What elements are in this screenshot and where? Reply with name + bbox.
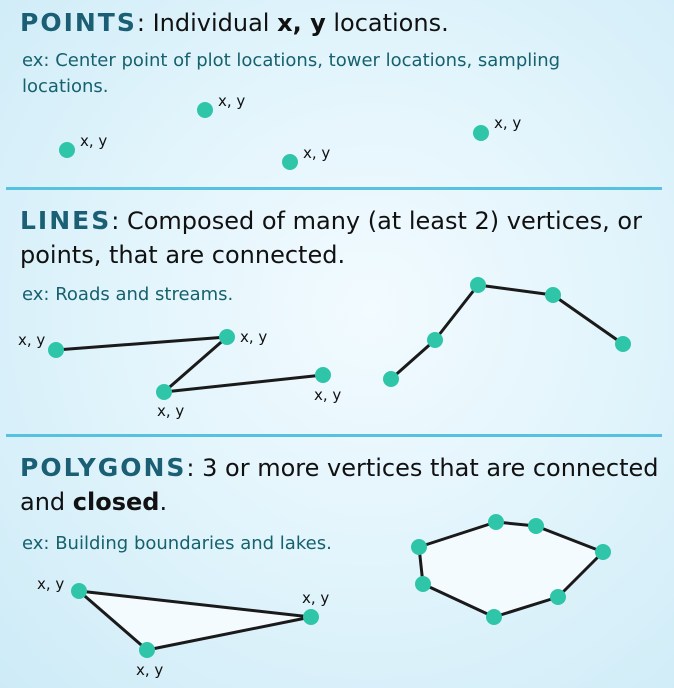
polygons-separator: :	[186, 454, 203, 482]
line-2-vertex-5	[615, 336, 631, 352]
line-1-vertex-2-label: x, y	[240, 328, 267, 346]
lines-section: LINES: Composed of many (at least 2) ver…	[0, 190, 674, 435]
polygon-2-vertex-1	[411, 539, 427, 555]
polygons-desc-bold: closed	[72, 488, 160, 516]
polygon-1-vertex-2-label: x, y	[302, 589, 329, 607]
polygon-2-vertex-5	[550, 589, 566, 605]
polygon-2-vertex-3	[528, 518, 544, 534]
lines-keyword: LINES	[20, 206, 112, 235]
polygons-example: ex: Building boundaries and lakes.	[22, 533, 332, 554]
line-2-vertex-1	[383, 371, 399, 387]
polygons-diagram: x, y x, y x, y	[37, 514, 611, 679]
polygon-2-vertex-2	[488, 514, 504, 530]
lines-heading: LINES: Composed of many (at least 2) ver…	[20, 204, 670, 272]
points-example: ex: Center point of plot locations, towe…	[22, 50, 561, 97]
line-2-path	[390, 283, 624, 381]
point-4	[473, 125, 489, 141]
line-1-vertex-1-label: x, y	[18, 331, 45, 349]
section-divider-2	[6, 434, 662, 437]
points-desc-comma: ,	[292, 9, 311, 37]
line-1-vertex-1	[48, 342, 64, 358]
points-heading: POINTS: Individual x, y locations.	[20, 6, 670, 40]
line-1-vertex-4-label: x, y	[314, 386, 341, 404]
line-1-vertex-4	[315, 367, 331, 383]
points-desc-x: x	[277, 9, 293, 37]
points-desc-part1: Individual	[152, 9, 278, 37]
lines-example: ex: Roads and streams.	[22, 284, 234, 305]
polygons-section: POLYGONS: 3 or more vertices that are co…	[0, 437, 674, 688]
points-diagram: x, y x, y x, y x, y	[59, 92, 521, 170]
points-keyword: POINTS	[20, 8, 137, 37]
line-1-path	[55, 335, 324, 394]
polygon-1-vertex-3-label: x, y	[136, 661, 163, 679]
point-4-label: x, y	[494, 114, 521, 132]
point-3	[282, 154, 298, 170]
points-desc-part2: locations.	[325, 9, 449, 37]
polygon-1-shape	[77, 589, 313, 652]
point-1	[59, 142, 75, 158]
polygon-1-vertex-1	[71, 583, 87, 599]
point-1-label: x, y	[80, 132, 107, 150]
polygon-1-vertex-1-label: x, y	[37, 575, 64, 593]
line-1-vertex-3-label: x, y	[157, 402, 184, 420]
line-1-vertex-3	[156, 384, 172, 400]
polygons-desc-part2: .	[159, 488, 168, 516]
polygon-2-vertex-7	[415, 576, 431, 592]
point-3-label: x, y	[303, 144, 330, 162]
line-1-vertex-2	[219, 329, 235, 345]
polygon-1-vertex-2	[303, 609, 319, 625]
polygons-heading: POLYGONS: 3 or more vertices that are co…	[20, 451, 670, 519]
lines-separator: :	[111, 207, 127, 235]
line-2-vertex-4	[545, 287, 561, 303]
points-section: POINTS: Individual x, y locations. ex: C…	[0, 0, 674, 188]
polygon-1-vertex-3	[139, 642, 155, 658]
line-2-vertex-2	[427, 332, 443, 348]
points-separator: :	[136, 9, 153, 37]
lines-desc: Composed of many (at least 2) vertices, …	[20, 207, 642, 269]
lines-diagram: x, y x, y x, y x, y	[18, 277, 631, 420]
polygon-2-vertex-6	[486, 609, 502, 625]
polygon-2-vertex-4	[595, 544, 611, 560]
section-divider-1	[6, 187, 662, 190]
polygons-keyword: POLYGONS	[20, 453, 187, 482]
points-desc-y: y	[310, 9, 326, 37]
polygon-2-shape	[417, 520, 605, 619]
point-2	[197, 102, 213, 118]
line-2-vertex-3	[470, 277, 486, 293]
polygons-desc-part1: 3 or more vertices that are connected an…	[20, 454, 659, 516]
point-2-label: x, y	[218, 92, 245, 110]
